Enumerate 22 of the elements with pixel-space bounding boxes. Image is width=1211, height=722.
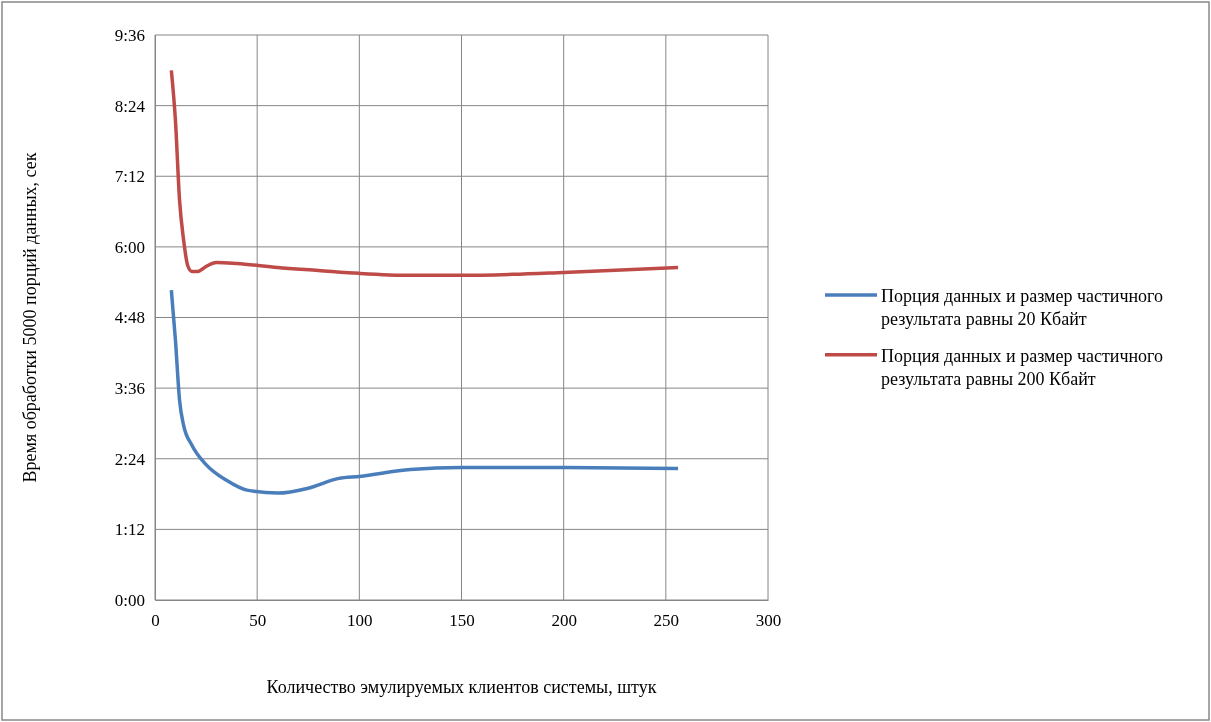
x-tick-label: 300 (755, 611, 782, 631)
legend-label: Порция данных и размер частичного результата равны 20 Кбайт (881, 286, 1164, 330)
y-tick-label: 0:00 (114, 590, 145, 610)
x-tick-label: 250 (653, 611, 680, 631)
x-tick-label: 200 (551, 611, 577, 631)
y-tick-label: 8:24 (114, 96, 146, 116)
y-tick-label: 2:24 (114, 449, 146, 469)
y-tick-label: 6:00 (114, 237, 145, 257)
x-tick-label: 150 (449, 611, 475, 631)
x-axis-title: Количество эмулируемых клиентов системы, штук (266, 677, 657, 697)
x-tick-label: 50 (249, 611, 267, 631)
y-axis-title: Время обработки 5000 порций данных, сек (20, 152, 40, 483)
x-tick-label: 0 (151, 611, 160, 631)
legend-label: Порция данных и размер частичного результата равны 200 Кбайт (881, 345, 1164, 390)
line-series (169, 68, 680, 278)
y-tick-label: 7:12 (114, 167, 145, 187)
y-tick-label: 9:36 (114, 25, 145, 45)
x-tick-label: 100 (347, 611, 373, 631)
y-tick-label: 1:12 (114, 520, 145, 540)
y-tick-label: 4:48 (114, 308, 145, 328)
line-series (169, 288, 680, 495)
y-tick-label: 3:36 (114, 379, 145, 399)
